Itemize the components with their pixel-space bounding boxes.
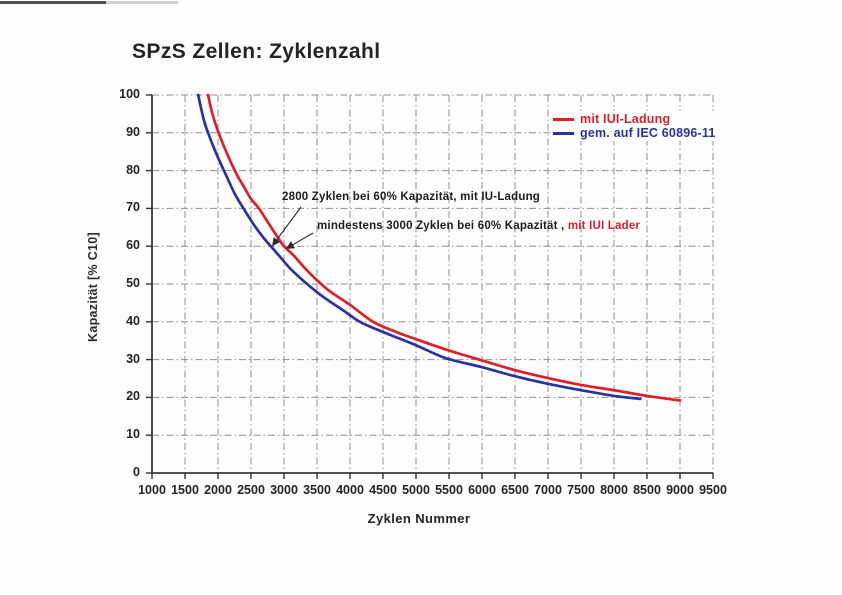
- x-tick-label: 9000: [666, 483, 694, 497]
- x-tick-label: 1000: [138, 483, 166, 497]
- x-tick-label: 4000: [336, 483, 364, 497]
- annotation-2800-cycles: 2800 Zyklen bei 60% Kapazität, mit IU-La…: [282, 191, 541, 203]
- x-tick-label: 2000: [204, 483, 232, 497]
- x-tick-label: 7000: [534, 483, 562, 497]
- legend-label-iec: gem. auf IEC 60896-11: [580, 126, 716, 140]
- y-tick-label: 0: [133, 465, 140, 479]
- annotation-3000-black-text: mindestens 3000 Zyklen bei 60% Kapazität…: [317, 220, 565, 232]
- axes: [146, 94, 714, 479]
- y-tick-label: 20: [126, 389, 140, 404]
- annotation-arrow: [285, 232, 314, 249]
- scan-artifact: [0, 1, 106, 4]
- legend-item-iec: gem. auf IEC 60896-11: [553, 126, 716, 140]
- x-tick-label: 5500: [435, 483, 463, 497]
- y-tick-label: 80: [126, 162, 140, 177]
- y-tick-label: 90: [126, 124, 140, 139]
- x-tick-label: 3000: [270, 483, 298, 497]
- gridlines: [152, 94, 714, 473]
- x-tick-label: 3500: [303, 483, 331, 497]
- x-tick-label: 2500: [237, 483, 265, 497]
- legend-blue-line-icon: [553, 131, 574, 135]
- annotation-3000-red-text: mit IUI Lader: [567, 220, 641, 232]
- annotation-arrow: [272, 206, 302, 247]
- legend-item-iui-ladung: mit IUI-Ladung: [553, 112, 716, 126]
- y-tick-label: 40: [126, 313, 140, 328]
- y-tick-label: 30: [126, 351, 140, 366]
- legend-label-iui-ladung: mit IUI-Ladung: [580, 112, 671, 126]
- annotation-3000-cycles: mindestens 3000 Zyklen bei 60% Kapazität…: [317, 220, 640, 232]
- x-tick-label: 6500: [501, 483, 529, 497]
- curve-gem-auf-iec-60896-11: [196, 93, 642, 401]
- y-tick-label: 10: [126, 427, 140, 442]
- y-tick-label: 100: [119, 87, 140, 101]
- x-tick-label: 8500: [633, 483, 661, 497]
- x-axis-title: Zyklen Nummer: [367, 511, 471, 526]
- chart-title: SPzS Zellen: Zyklenzahl: [132, 40, 381, 63]
- x-tick-label: 4500: [369, 483, 397, 497]
- x-tick-label: 5000: [402, 483, 430, 497]
- y-tick-label: 70: [126, 200, 140, 215]
- y-tick-label: 50: [126, 276, 140, 290]
- x-tick-label: 1500: [171, 483, 199, 497]
- y-tick-label: 60: [126, 238, 140, 253]
- data-curves: [196, 93, 682, 402]
- x-tick-label: 7500: [567, 483, 595, 497]
- x-tick-label: 8000: [600, 483, 628, 497]
- x-tick-label: 9500: [699, 483, 727, 497]
- x-tick-label: 6000: [468, 483, 496, 497]
- annotation-arrows: [272, 206, 314, 249]
- curve-mit-iui-ladung: [206, 93, 682, 402]
- scan-artifact-light: [106, 1, 178, 4]
- chart-legend: mit IUI-Ladung gem. auf IEC 60896-11: [550, 111, 719, 141]
- legend-red-line-icon: [553, 117, 574, 121]
